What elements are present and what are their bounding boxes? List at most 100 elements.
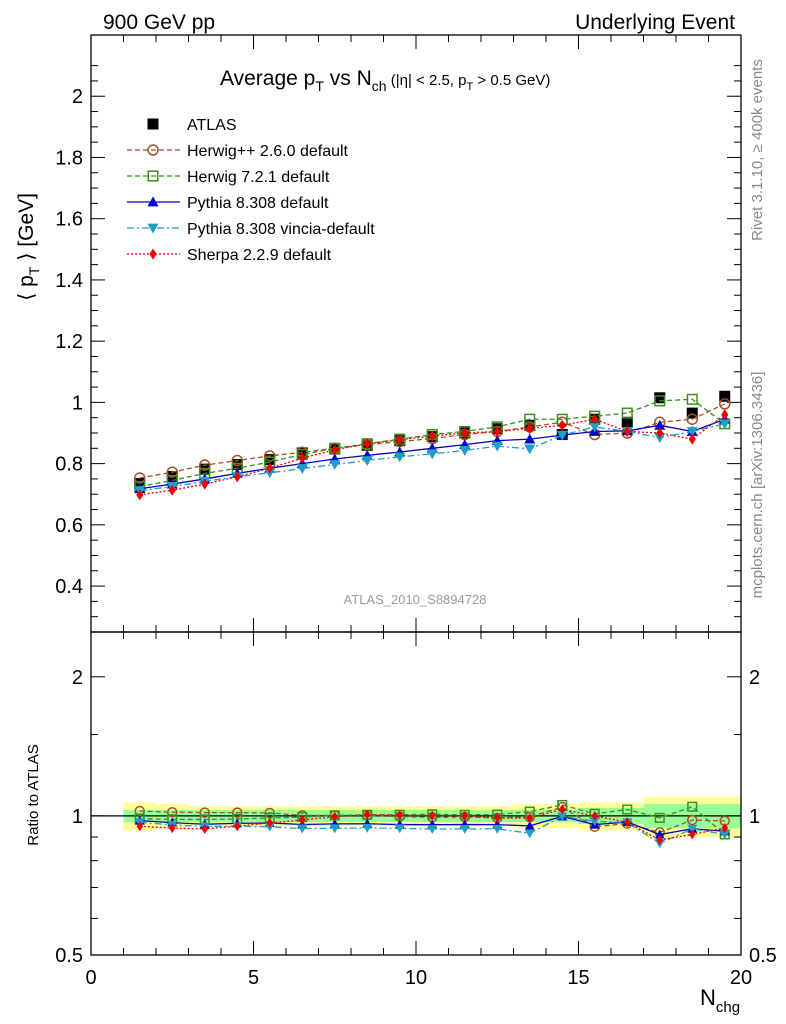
title-part-c: (|η| < 2.5, p xyxy=(387,72,467,89)
data-point xyxy=(461,427,469,439)
ratio-ytick-label: 0.5 xyxy=(55,945,83,967)
data-point xyxy=(231,459,243,471)
data-point xyxy=(331,811,338,822)
data-point xyxy=(166,466,178,478)
data-point xyxy=(492,824,503,834)
legend: ATLAS Herwig++ 2.6.0 default Herwig 7.2.1 … xyxy=(127,117,375,264)
xlabel-sub: chg xyxy=(716,999,740,1016)
title-sub-b: ch xyxy=(372,78,387,94)
x-tick-label: 10 xyxy=(405,967,427,989)
ratio-series xyxy=(134,799,730,849)
ylabel-post: ⟩ [GeV] xyxy=(15,193,38,267)
data-point xyxy=(654,392,666,404)
ratio-ytick-label-right: 2 xyxy=(749,667,760,689)
data-point xyxy=(426,449,438,460)
data-point xyxy=(558,419,566,431)
data-point xyxy=(493,425,501,437)
ratio-x-axis: 0 5 10 15 20 xyxy=(85,632,752,989)
data-point xyxy=(149,248,157,260)
data-point xyxy=(689,829,696,840)
x-tick-label: 0 xyxy=(85,967,96,989)
title-part-b: vs N xyxy=(324,67,372,90)
data-point xyxy=(396,810,403,821)
data-point xyxy=(656,835,663,846)
ratio-ytick-label-right: 0.5 xyxy=(749,945,777,967)
data-point xyxy=(654,395,666,407)
data-point xyxy=(266,817,273,828)
mcplots-label: mcplots.cern.ch [arXiv:1306.3436] xyxy=(749,372,766,599)
legend-item: ATLAS xyxy=(147,117,237,134)
title-sub-c: T xyxy=(466,81,473,93)
data-point xyxy=(557,812,568,822)
data-point xyxy=(654,419,666,430)
legend-item: Pythia 8.308 vincia-default xyxy=(127,221,375,238)
ylabel-sub: T xyxy=(26,266,42,275)
legend-label: Herwig++ 2.6.0 default xyxy=(187,143,349,160)
ratio-y-label: Ratio to ATLAS xyxy=(25,744,42,845)
watermark: ATLAS_2010_S8894728 xyxy=(344,592,487,607)
data-point xyxy=(329,460,341,471)
main-ytick-label: 1.6 xyxy=(55,209,83,231)
data-point xyxy=(654,829,665,839)
data-point xyxy=(134,472,146,484)
x-tick-label: 5 xyxy=(248,967,259,989)
data-point xyxy=(686,393,698,405)
data-point xyxy=(362,823,373,833)
main-x-ticks xyxy=(90,35,742,632)
data-point xyxy=(524,829,535,839)
data-point xyxy=(721,409,729,421)
data-point xyxy=(299,815,306,826)
ratio-ytick-label-right: 1 xyxy=(749,806,760,828)
data-point xyxy=(621,407,633,419)
data-point xyxy=(591,413,599,425)
data-point xyxy=(396,434,404,446)
legend-label: Pythia 8.308 vincia-default xyxy=(187,221,375,238)
legend-label: Pythia 8.308 default xyxy=(187,195,329,212)
data-point xyxy=(719,419,731,430)
data-point xyxy=(491,441,503,452)
data-point xyxy=(686,413,698,425)
data-point xyxy=(364,809,371,820)
main-ytick-label: 1.4 xyxy=(55,270,83,292)
data-point xyxy=(169,823,176,834)
data-point xyxy=(621,416,633,428)
data-point xyxy=(298,452,306,464)
data-point xyxy=(719,830,730,840)
data-point xyxy=(199,807,210,818)
series-sherpa-2-2-9-default xyxy=(136,409,729,501)
data-point xyxy=(264,454,276,466)
ratio-ytick-label: 2 xyxy=(72,667,83,689)
data-point xyxy=(147,196,159,207)
data-point xyxy=(234,821,241,832)
data-point xyxy=(526,422,534,434)
data-point xyxy=(719,390,731,402)
legend-item: Herwig++ 2.6.0 default xyxy=(127,143,349,160)
data-point xyxy=(524,820,535,830)
xlabel-main: N xyxy=(700,985,716,1010)
data-point xyxy=(524,444,536,455)
data-point xyxy=(556,430,568,441)
data-point xyxy=(264,450,276,462)
main-series xyxy=(134,390,731,501)
data-point xyxy=(589,422,601,433)
title-part-a: Average p xyxy=(220,67,315,90)
data-point xyxy=(231,454,243,467)
title-part-d: > 0.5 GeV) xyxy=(473,72,550,89)
data-point xyxy=(688,433,696,445)
x-tick-label: 15 xyxy=(567,967,589,989)
data-point xyxy=(459,446,471,456)
data-point xyxy=(459,825,470,835)
data-point xyxy=(526,813,533,824)
data-point xyxy=(559,804,566,815)
data-point xyxy=(136,489,144,501)
main-ytick-label: 0.6 xyxy=(55,515,83,537)
data-point xyxy=(686,427,698,437)
header-right: Underlying Event xyxy=(575,11,735,34)
data-point xyxy=(524,433,536,444)
data-point xyxy=(687,824,698,834)
main-ytick-label: 0.4 xyxy=(55,576,83,598)
ylabel-pre: ⟨ p xyxy=(15,275,38,301)
data-point xyxy=(201,478,209,490)
data-point xyxy=(589,817,600,827)
data-point xyxy=(687,801,698,812)
